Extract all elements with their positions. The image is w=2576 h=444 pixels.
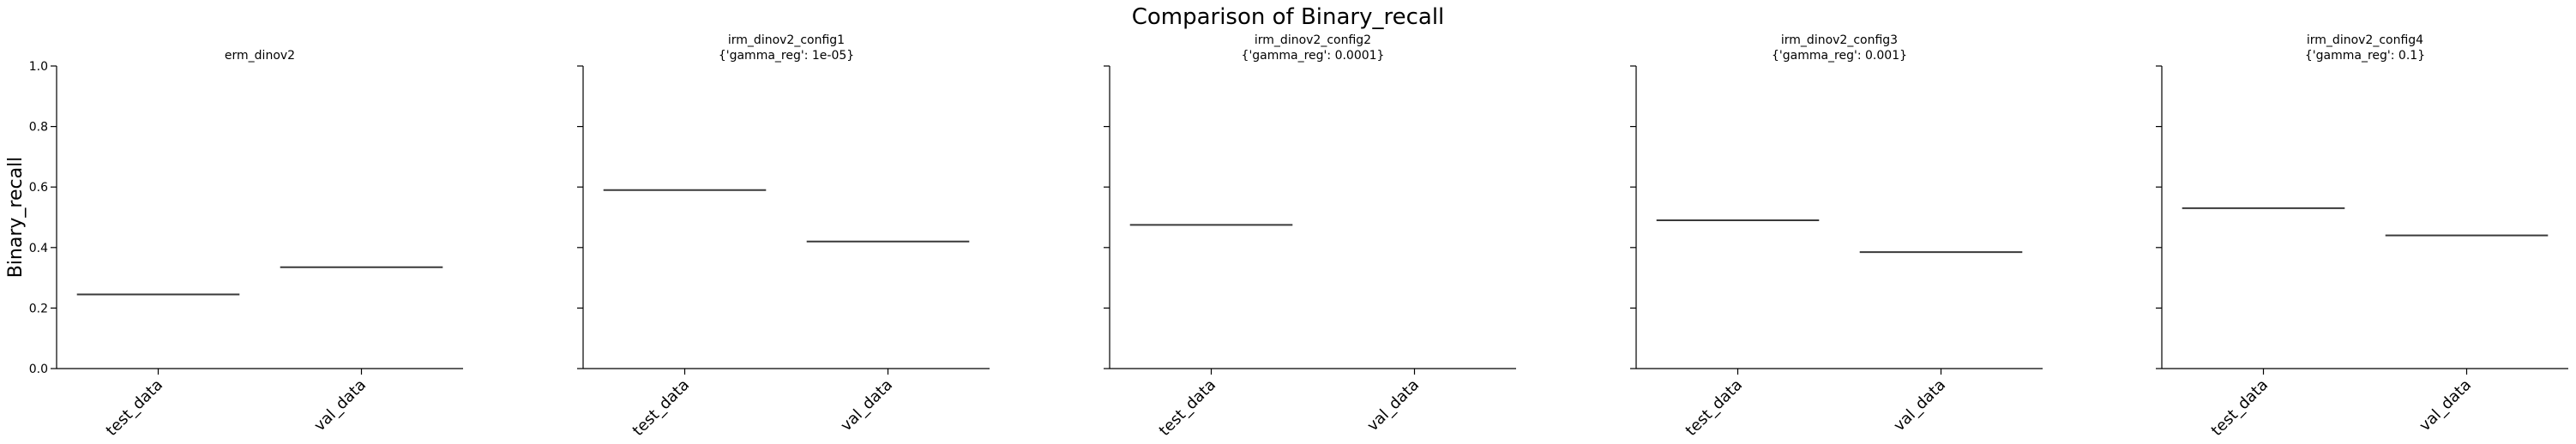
subplot-4: irm_dinov2_config3 {'gamma_reg': 0.001} te… [1630, 33, 2043, 440]
x-tick-label: val_data [837, 376, 896, 435]
y-tick-label: 0.8 [29, 121, 48, 135]
subplot-title: irm_dinov2_config2 [1255, 33, 1371, 47]
subplot-title: irm_dinov2_config3 [1781, 33, 1898, 47]
x-tick-label: val_data [1363, 376, 1423, 435]
x-tick-label: test_data [1156, 376, 1219, 440]
x-tick-label: test_data [1682, 376, 1746, 440]
subplot-title: irm_dinov2_config1 [728, 33, 845, 47]
subplot-1: erm_dinov2 0.0 0.2 0.4 0.6 0.8 1.0 Binary_recal… [5, 49, 463, 440]
x-tick-label: val_data [1890, 376, 1949, 435]
x-tick-label: test_data [103, 376, 166, 440]
subplot-subtitle: {'gamma_reg': 0.1} [2305, 49, 2425, 63]
subplots: erm_dinov2 0.0 0.2 0.4 0.6 0.8 1.0 Binary_recal… [5, 33, 2568, 440]
x-tick-label: test_data [629, 376, 693, 440]
subplot-3: irm_dinov2_config2 {'gamma_reg': 0.0001} t… [1104, 33, 1516, 440]
x-tick-label: test_data [2208, 376, 2272, 440]
subplot-subtitle: {'gamma_reg': 0.001} [1772, 49, 1907, 63]
figure-title: Comparison of Binary_recall [1132, 4, 1445, 30]
subplot-title: irm_dinov2_config4 [2307, 33, 2423, 47]
y-tick-label: 0.4 [29, 242, 48, 255]
x-tick-label: val_data [310, 376, 370, 435]
y-tick-label: 0.0 [29, 363, 48, 376]
y-tick-label: 0.2 [29, 302, 48, 315]
x-tick-label: val_data [2416, 376, 2475, 435]
y-tick-label: 1.0 [29, 60, 48, 74]
subplot-subtitle: {'gamma_reg': 1e-05} [719, 49, 854, 63]
y-tick-label: 0.6 [29, 181, 48, 195]
subplot-2: irm_dinov2_config1 {'gamma_reg': 1e-05} te… [577, 33, 990, 440]
subplot-subtitle: {'gamma_reg': 0.0001} [1242, 49, 1385, 63]
y-axis-label: Binary_recall [5, 157, 27, 279]
subplot-5: irm_dinov2_config4 {'gamma_reg': 0.1} test… [2156, 33, 2568, 440]
subplot-title: erm_dinov2 [225, 49, 295, 63]
